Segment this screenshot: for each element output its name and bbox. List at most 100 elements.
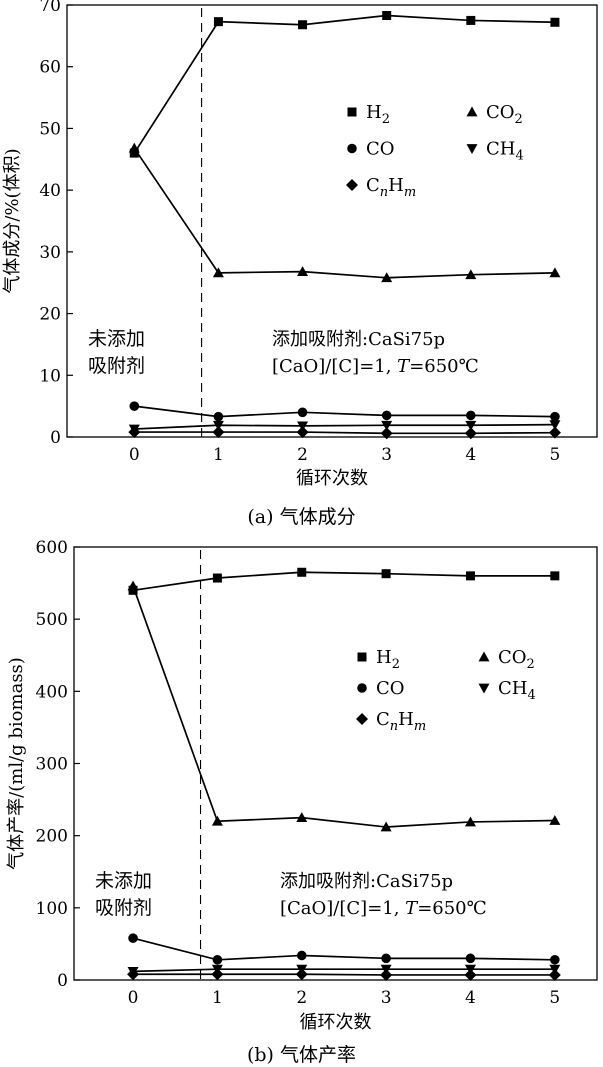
- legend-label-CnHm: CnHm: [376, 709, 426, 734]
- point-CO2: [381, 272, 393, 283]
- y-tick-label: 60: [39, 58, 61, 78]
- caption-a: (a) 气体成分: [247, 506, 356, 528]
- point-CnHm: [211, 968, 224, 981]
- chart-b: 0 100 200 300 400 500 600 0 1 2 3 4 5 循环次数 气体产率/(ml/g …: [6, 538, 598, 1033]
- annotation-no-sorbent: 吸附剂: [88, 355, 145, 377]
- y-tick-label: 300: [36, 755, 68, 775]
- point-CO: [550, 411, 560, 422]
- point-CnHm: [380, 968, 393, 981]
- point-CO: [212, 954, 223, 965]
- point-CH4: [465, 420, 477, 431]
- point-CnHm: [128, 426, 141, 439]
- series-line-CnHm: [133, 973, 555, 976]
- legend-marker-CO: [347, 143, 357, 154]
- annotation-sorbent: 添加吸附剂:CaSi75p: [280, 871, 453, 892]
- x-tick-label: 3: [381, 988, 392, 1008]
- point-CnHm: [548, 426, 561, 439]
- x-tick-label: 5: [549, 988, 560, 1008]
- x-tick-label: 0: [128, 988, 139, 1008]
- point-CO: [550, 954, 560, 965]
- point-CO2: [128, 142, 140, 153]
- legend-label-CH4: CH4: [498, 678, 536, 703]
- annotation-no-sorbent: 未添加: [88, 328, 145, 350]
- point-CO: [381, 410, 392, 421]
- y-axis-label: 气体成分/%(体积): [2, 148, 23, 293]
- legend-marker-CH4: [478, 683, 490, 694]
- series-line-CO: [132, 937, 555, 961]
- point-CnHm: [380, 427, 393, 440]
- point-CO: [297, 407, 308, 418]
- point-CO: [128, 933, 138, 943]
- point-H2: [297, 567, 307, 577]
- legend-marker-CO2: [466, 106, 478, 117]
- caption-b: (b) 气体产率: [246, 1044, 357, 1066]
- point-H2: [382, 10, 392, 20]
- y-tick-label: 100: [36, 899, 68, 919]
- y-tick-label: 20: [39, 305, 61, 325]
- legend-label-CO2: CO2: [498, 647, 535, 672]
- y-tick-label: 30: [39, 243, 61, 263]
- x-tick-label: 2: [297, 445, 308, 465]
- point-CnHm: [296, 426, 309, 439]
- x-tick-label: 4: [465, 445, 476, 465]
- point-CO2: [296, 812, 308, 823]
- point-CnHm: [295, 968, 308, 981]
- point-CO2: [297, 266, 309, 277]
- point-CO: [465, 953, 476, 964]
- legend-label-H2: H2: [376, 647, 400, 672]
- legend-marker-H2: [357, 652, 367, 662]
- point-CO2: [127, 580, 139, 591]
- legend-marker-CO: [357, 683, 367, 693]
- y-tick-label: 500: [36, 610, 68, 630]
- point-CO2: [380, 821, 392, 832]
- y-tick-label: 400: [36, 682, 68, 702]
- series-line-CH4: [134, 423, 555, 430]
- point-CH4: [381, 420, 393, 431]
- point-CO2: [549, 267, 561, 278]
- x-tick-label: 1: [213, 445, 224, 465]
- point-CnHm: [212, 426, 225, 439]
- series-line-H2: [133, 14, 555, 154]
- point-CO: [466, 410, 476, 421]
- y-tick-label: 50: [39, 119, 61, 139]
- point-H2: [550, 571, 560, 581]
- y-tick-label: 40: [39, 181, 61, 201]
- y-tick-label: 70: [39, 0, 61, 16]
- annotation-sorbent: [CaO]/[C]=1, T=650℃: [272, 356, 479, 377]
- point-CnHm: [464, 427, 477, 440]
- point-H2: [212, 573, 222, 583]
- point-CO: [129, 401, 140, 411]
- legend-marker-H2: [347, 107, 357, 117]
- x-tick-label: 3: [381, 445, 392, 465]
- series-line-CO: [134, 405, 555, 418]
- y-tick-label: 200: [36, 827, 68, 847]
- x-tick-label: 1: [212, 988, 223, 1008]
- point-CH4: [212, 420, 224, 431]
- point-H2: [466, 15, 476, 25]
- series-line-CO2: [132, 585, 555, 828]
- legend-label-CnHm: CnHm: [366, 175, 416, 200]
- annotation-no-sorbent: 吸附剂: [95, 897, 152, 919]
- series-line-CO2: [133, 147, 555, 279]
- series-line-CH4: [133, 968, 555, 973]
- point-CO: [296, 950, 307, 961]
- y-axis-label: 气体产率/(ml/g biomass): [6, 657, 27, 870]
- legend-marker-CO2: [478, 651, 490, 662]
- annotation-sorbent: 添加吸附剂:CaSi75p: [272, 329, 445, 350]
- x-tick-label: 0: [129, 445, 140, 465]
- annotation-sorbent: [CaO]/[C]=1, T=650℃: [280, 898, 487, 919]
- point-CnHm: [127, 968, 140, 981]
- point-CO2: [549, 815, 561, 825]
- legend-label-CO2: CO2: [486, 102, 523, 127]
- legend-label-CH4: CH4: [486, 139, 524, 164]
- x-axis-label: 循环次数: [300, 1012, 372, 1033]
- x-tick-label: 2: [296, 988, 307, 1008]
- x-axis-label: 循环次数: [296, 468, 368, 489]
- legend-label-CO: CO: [366, 139, 395, 160]
- legend-marker-CnHm: [346, 179, 358, 191]
- point-CnHm: [548, 968, 561, 981]
- point-CO2: [465, 269, 477, 280]
- chart-a: 0 10 20 30 40 50 60 70 0 1 2 3 4 5 循环次数 气体成分/%(体积) 未添加吸附…: [2, 0, 598, 489]
- y-tick-label: 0: [50, 428, 61, 448]
